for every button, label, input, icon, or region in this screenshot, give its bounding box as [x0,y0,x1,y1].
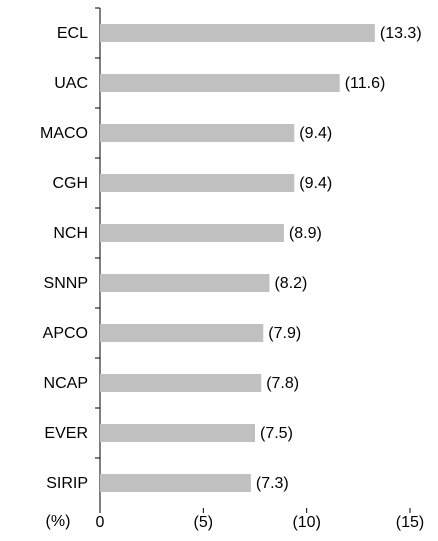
bar [100,124,295,142]
x-axis-label: (%) [46,513,71,530]
data-label: (8.2) [274,275,307,292]
bar [100,324,264,342]
x-tick-label: (5) [194,514,214,531]
y-tick-label: EVER [44,425,88,442]
y-tick-label: NCH [53,225,88,242]
bar [100,374,262,392]
x-tick-label: (15) [396,514,424,531]
data-label: (9.4) [299,175,332,192]
data-label: (7.9) [268,325,301,342]
y-tick-label: SIRIP [46,475,88,492]
y-tick-label: ECL [57,25,88,42]
bar [100,74,340,92]
bar [100,424,255,442]
y-tick-label: SNNP [44,275,88,292]
bar [100,24,375,42]
data-label: (7.3) [256,475,289,492]
y-tick-label: CGH [52,175,88,192]
bar [100,224,284,242]
data-label: (7.8) [266,375,299,392]
x-tick-label: (10) [292,514,320,531]
y-tick-label: UAC [54,75,88,92]
data-label: (13.3) [380,25,422,42]
data-label: (7.5) [260,425,293,442]
bar [100,474,251,492]
bar [100,174,295,192]
y-tick-label: APCO [43,325,88,342]
data-label: (8.9) [289,225,322,242]
bar [100,274,270,292]
y-tick-label: MACO [40,125,88,142]
y-tick-label: NCAP [44,375,88,392]
data-label: (11.6) [345,75,386,92]
data-label: (9.4) [299,125,332,142]
x-tick-label: 0 [96,514,105,531]
